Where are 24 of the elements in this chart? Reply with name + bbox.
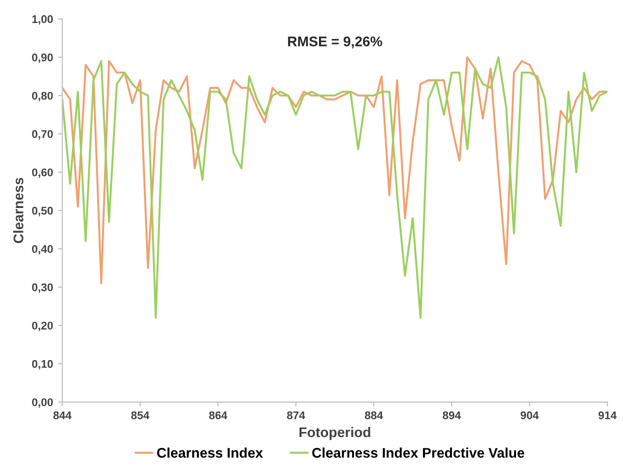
y-tick-label: 0,20 (32, 322, 53, 332)
x-tick-label: 894 (442, 411, 461, 420)
x-tick-label: 884 (364, 411, 384, 420)
legend-label: Clearness Index (157, 448, 263, 458)
y-tick-label: 0,90 (32, 54, 53, 63)
y-tick-label: 0,30 (32, 283, 53, 293)
annotation: RMSE = 9,26% (288, 36, 382, 48)
legend-label: Clearness Index Predctive Value (312, 448, 524, 458)
x-tick-label: 844 (53, 411, 72, 420)
y-tick-label: 1,00 (32, 15, 53, 25)
x-tick-label: 914 (598, 411, 617, 420)
x-tick-label: 864 (209, 411, 228, 420)
y-tick-label: 0,70 (32, 130, 53, 140)
y-tick-label: 0,10 (32, 360, 53, 370)
y-tick-label: 0,40 (32, 245, 53, 255)
x-tick-label: 904 (520, 411, 539, 420)
y-axis-title: Clearness (13, 178, 24, 244)
y-tick-label: 0,00 (32, 398, 53, 408)
x-axis-title: Fotoperiod (300, 426, 370, 440)
y-tick-label: 0,60 (32, 168, 53, 178)
y-tick-label: 0,50 (32, 206, 53, 216)
x-tick-label: 854 (131, 411, 150, 420)
y-tick-label: 0,80 (32, 92, 53, 102)
x-tick-label: 874 (287, 411, 306, 420)
